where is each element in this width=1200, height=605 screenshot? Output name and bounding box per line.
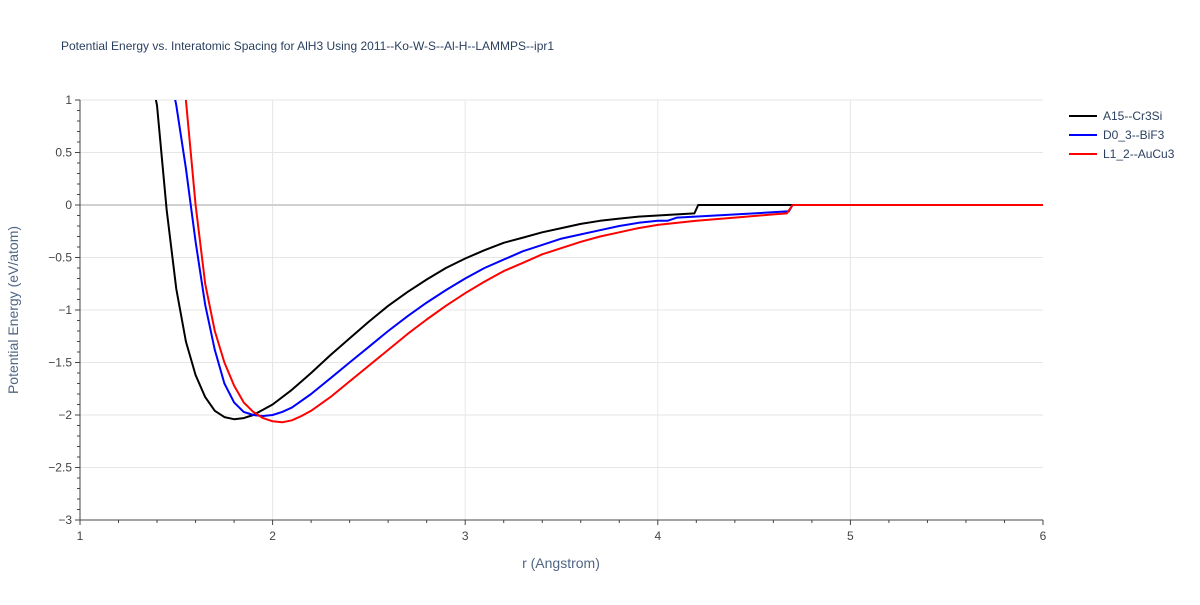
x-tick-label: 5 <box>847 529 854 543</box>
x-tick-label: 1 <box>77 529 84 543</box>
tick-labels: 1 2 3 4 5 6 1 0.5 0 −0.5 −1 −1.5 −2 −2.5 −3 <box>48 93 1046 543</box>
axes <box>75 99 1044 525</box>
y-tick-label: −2.5 <box>48 461 72 475</box>
y-tick-label: 1 <box>65 93 72 107</box>
y-tick-label: −3 <box>58 513 72 527</box>
y-tick-label: −1 <box>58 303 72 317</box>
legend-item-0[interactable]: A15--Cr3Si <box>1069 109 1162 123</box>
legend-label: A15--Cr3Si <box>1103 109 1162 123</box>
legend[interactable]: A15--Cr3Si D0_3--BiF3 L1_2--AuCu3 <box>1069 109 1175 161</box>
series-line-1 <box>174 100 1043 417</box>
y-tick-label: 0 <box>65 198 72 212</box>
x-tick-label: 3 <box>462 529 469 543</box>
y-tick-label: −0.5 <box>48 251 72 265</box>
legend-label: L1_2--AuCu3 <box>1103 147 1175 161</box>
y-axis-title: Potential Energy (eV/atom) <box>5 226 21 394</box>
x-tick-label: 6 <box>1040 529 1047 543</box>
x-tick-label: 2 <box>269 529 276 543</box>
y-tick-label: −1.5 <box>48 356 72 370</box>
legend-item-2[interactable]: L1_2--AuCu3 <box>1069 147 1175 161</box>
x-tick-label: 4 <box>654 529 661 543</box>
series-line-0 <box>154 100 1043 421</box>
y-tick-label: 0.5 <box>55 146 72 160</box>
legend-label: D0_3--BiF3 <box>1103 128 1165 142</box>
y-tick-label: −2 <box>58 408 72 422</box>
series-line-2 <box>184 100 1043 424</box>
grid <box>80 99 1043 520</box>
series-layer <box>154 100 1043 424</box>
x-axis-title: r (Angstrom) <box>522 555 600 571</box>
legend-item-1[interactable]: D0_3--BiF3 <box>1069 128 1165 142</box>
chart-title: Potential Energy vs. Interatomic Spacing… <box>61 39 554 53</box>
